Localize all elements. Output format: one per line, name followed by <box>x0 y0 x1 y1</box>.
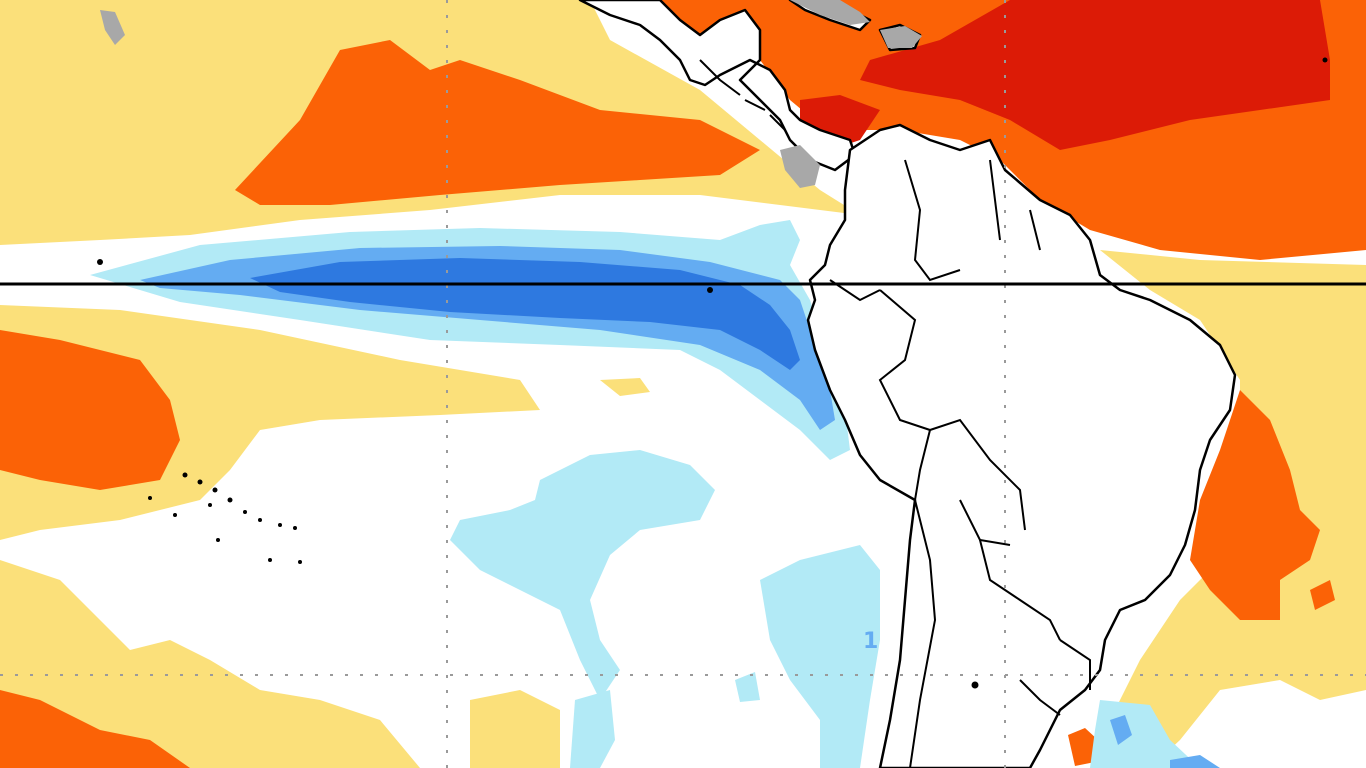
venezuela-guyana-border <box>989 159 1001 241</box>
caribbean-atlantic-warm-strong-region <box>860 0 1330 150</box>
island-dot <box>268 558 272 562</box>
south-atlantic-small-warm-patch <box>1310 580 1335 610</box>
island-dot <box>97 259 103 265</box>
guyana-suriname-border <box>1029 209 1041 251</box>
brazil-uruguay-border <box>1059 639 1091 690</box>
island-dot <box>243 510 247 514</box>
island-dot <box>208 503 212 507</box>
south-pacific-warm-moderate-patch <box>0 330 180 490</box>
island-dot <box>212 487 218 493</box>
south-atlantic-warm-moderate-region <box>1190 390 1320 620</box>
chile-argentina-border <box>909 499 937 768</box>
peru-brazil-border <box>878 289 931 431</box>
paraguay-argentina-border <box>979 539 1061 641</box>
mexico-gulf-masked <box>100 10 125 45</box>
north-pacific-warm-moderate-tongue <box>235 40 760 205</box>
island-dot <box>298 560 302 564</box>
south-america-land <box>806 123 1237 768</box>
south-pacific-small-cold-patch <box>735 672 760 702</box>
south-atlantic-cold-moderate-streak <box>1170 755 1220 768</box>
pacific-island-dots <box>97 57 1328 689</box>
island-dot <box>216 538 220 542</box>
masked-areas <box>100 0 922 188</box>
contour-value-label: 1 <box>863 629 878 654</box>
uruguay-coast-warm-patch <box>1068 728 1098 766</box>
south-pacific-small-warm-patch <box>600 378 650 396</box>
cold-strong-regions <box>250 258 800 370</box>
south-atlantic-cold-weak-patch <box>1090 700 1200 768</box>
central-america-borders <box>699 59 786 131</box>
island-dot <box>971 681 979 689</box>
peru-bolivia-border <box>914 429 931 501</box>
southwest-pacific-warm-moderate-strip <box>0 690 190 768</box>
island-dot <box>293 526 297 530</box>
south-pacific-lower-warm-patch <box>470 690 560 768</box>
hispaniola-masked <box>880 26 922 48</box>
ecuador-peru-border <box>829 279 881 302</box>
island-dot <box>258 518 262 522</box>
cuba-masked <box>790 0 870 25</box>
island-dot <box>148 496 152 500</box>
central-america-land <box>578 0 857 172</box>
bolivia-brazil-border <box>929 418 1026 531</box>
island-dot <box>197 479 203 485</box>
island-dot <box>173 513 177 517</box>
argentina-uruguay-border <box>1019 679 1061 716</box>
central-america-coast-masked <box>780 145 820 188</box>
country-borders <box>699 59 1091 768</box>
equatorial-cold-strong-core <box>250 258 800 370</box>
island-dot <box>227 497 233 503</box>
south-pacific-cold-weak-patch <box>450 450 715 700</box>
island-dot <box>182 472 188 478</box>
island-dot <box>1322 57 1328 63</box>
southwest-pacific-warm-weak-patch <box>0 560 420 768</box>
south-pacific-bottom-cold-patch <box>570 690 615 768</box>
island-dot <box>278 523 282 527</box>
south-atlantic-cold-moderate-spot <box>1110 715 1132 745</box>
colombia-venezuela-border <box>904 159 961 282</box>
peru-chile-offshore-cold-weak-patch <box>760 545 880 768</box>
island-dot <box>707 287 713 293</box>
